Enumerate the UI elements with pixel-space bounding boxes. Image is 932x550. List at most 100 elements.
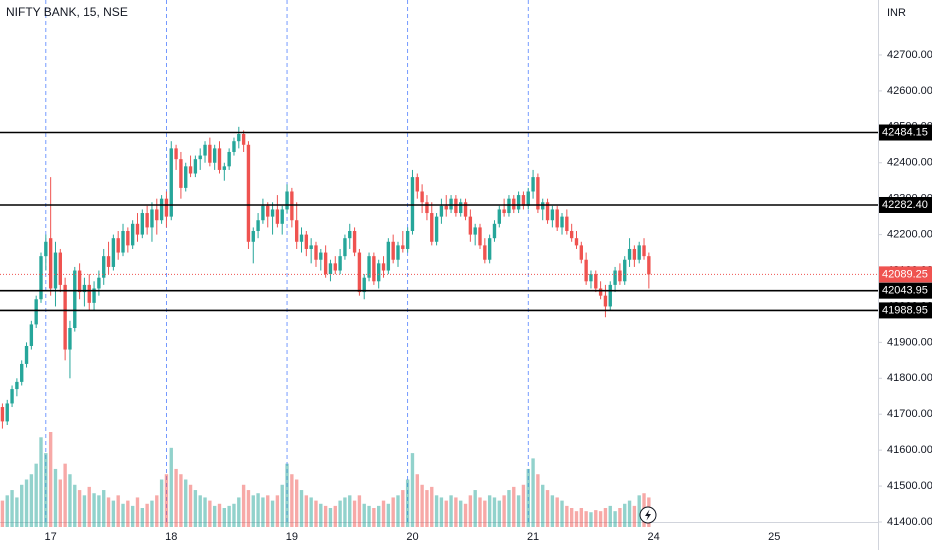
candle-body xyxy=(290,191,294,221)
volume-bar xyxy=(473,490,477,527)
candle-body xyxy=(608,284,612,307)
volume-bar xyxy=(574,511,579,527)
chart-title: NIFTY BANK, 15, NSE xyxy=(6,5,128,19)
candle-body xyxy=(647,256,651,275)
volume-bar xyxy=(121,503,125,527)
volume-bar xyxy=(5,495,9,527)
y-tick-label: 41800.00 xyxy=(887,372,932,384)
volume-bar xyxy=(502,495,506,527)
volume-bar xyxy=(29,474,34,527)
volume-bar xyxy=(430,486,434,527)
volume-bar xyxy=(352,500,357,527)
volume-bar xyxy=(15,497,19,527)
candle-body xyxy=(560,216,564,228)
volume-bar xyxy=(102,490,106,527)
x-tick-label: 24 xyxy=(648,531,660,543)
volume-bar xyxy=(579,508,584,527)
candle-body xyxy=(222,166,227,170)
candle-body xyxy=(188,166,193,174)
volume-bar xyxy=(304,495,309,527)
volume-bar xyxy=(290,474,294,527)
candle-body xyxy=(73,270,77,329)
level-label: 42282.40 xyxy=(882,199,928,211)
candle-body xyxy=(454,198,458,214)
candle-body xyxy=(381,263,386,271)
flash-icon[interactable] xyxy=(639,506,657,524)
volume-bar xyxy=(589,512,593,527)
volume-bar xyxy=(343,497,347,527)
candle-body xyxy=(439,205,444,217)
volume-bar xyxy=(48,432,53,527)
volume-bar xyxy=(256,493,260,527)
candle-body xyxy=(241,134,246,145)
volume-bar xyxy=(155,495,159,527)
volume-bar xyxy=(531,458,535,527)
volume-bar xyxy=(357,495,362,527)
candle-body xyxy=(497,209,501,224)
volume-bar xyxy=(58,479,62,527)
candle-body xyxy=(164,198,169,217)
volume-bar xyxy=(463,503,468,527)
candle-body xyxy=(39,256,43,300)
candle-body xyxy=(473,227,477,235)
volume-bar xyxy=(294,479,299,527)
volume-bar xyxy=(372,508,376,527)
candle-body xyxy=(5,403,9,422)
volume-bar xyxy=(20,484,24,527)
candle-body xyxy=(174,148,178,160)
volume-bar xyxy=(251,495,255,527)
candle-body xyxy=(92,288,96,303)
candle-body xyxy=(449,198,453,210)
candle-body xyxy=(410,177,415,232)
candle-body xyxy=(338,256,342,271)
candle-body xyxy=(217,148,222,170)
candle-body xyxy=(319,252,323,260)
candle-body xyxy=(502,209,506,214)
volume-bar xyxy=(164,474,169,527)
volume-bar xyxy=(87,486,91,527)
volume-bar xyxy=(174,468,178,527)
x-tick-label: 17 xyxy=(45,531,57,543)
candle-body xyxy=(357,252,362,293)
candle-body xyxy=(589,274,593,282)
volume-bar xyxy=(565,505,569,527)
candle-body xyxy=(463,202,468,217)
candle-body xyxy=(430,213,434,242)
candle-body xyxy=(613,270,617,285)
volume-bar xyxy=(246,490,251,527)
candle-body xyxy=(323,252,328,275)
volume-bar xyxy=(338,500,342,527)
level-label: 41988.95 xyxy=(882,304,928,316)
y-tick-label: 42600.00 xyxy=(887,85,932,97)
volume-bar xyxy=(526,468,530,527)
flash-bolt[interactable] xyxy=(645,509,651,521)
volume-bar xyxy=(203,497,207,527)
level-box xyxy=(879,196,932,213)
candle-body xyxy=(314,245,318,260)
candle-body xyxy=(507,198,511,214)
volume-bar xyxy=(198,495,202,527)
candle-body xyxy=(116,238,120,253)
x-tick-label: 25 xyxy=(768,531,780,543)
candle-body xyxy=(97,277,101,289)
volume-bar xyxy=(280,484,284,527)
last-price-box xyxy=(879,266,932,283)
volume-bar xyxy=(492,497,497,527)
candle-body xyxy=(198,155,202,160)
volume-bar xyxy=(507,490,511,527)
volume-bar xyxy=(449,495,453,527)
x-tick-label: 19 xyxy=(286,531,298,543)
candle-body xyxy=(150,209,154,228)
volume-bar xyxy=(188,484,193,527)
candle-body xyxy=(444,205,448,210)
volume-bar xyxy=(555,497,559,527)
volume-bar xyxy=(208,500,212,527)
volume-bar xyxy=(516,495,521,527)
candle-body xyxy=(372,256,376,282)
volume-bar xyxy=(169,447,173,527)
volume-bar xyxy=(193,490,198,527)
volume-bar xyxy=(521,484,526,527)
volume-bar xyxy=(497,500,501,527)
